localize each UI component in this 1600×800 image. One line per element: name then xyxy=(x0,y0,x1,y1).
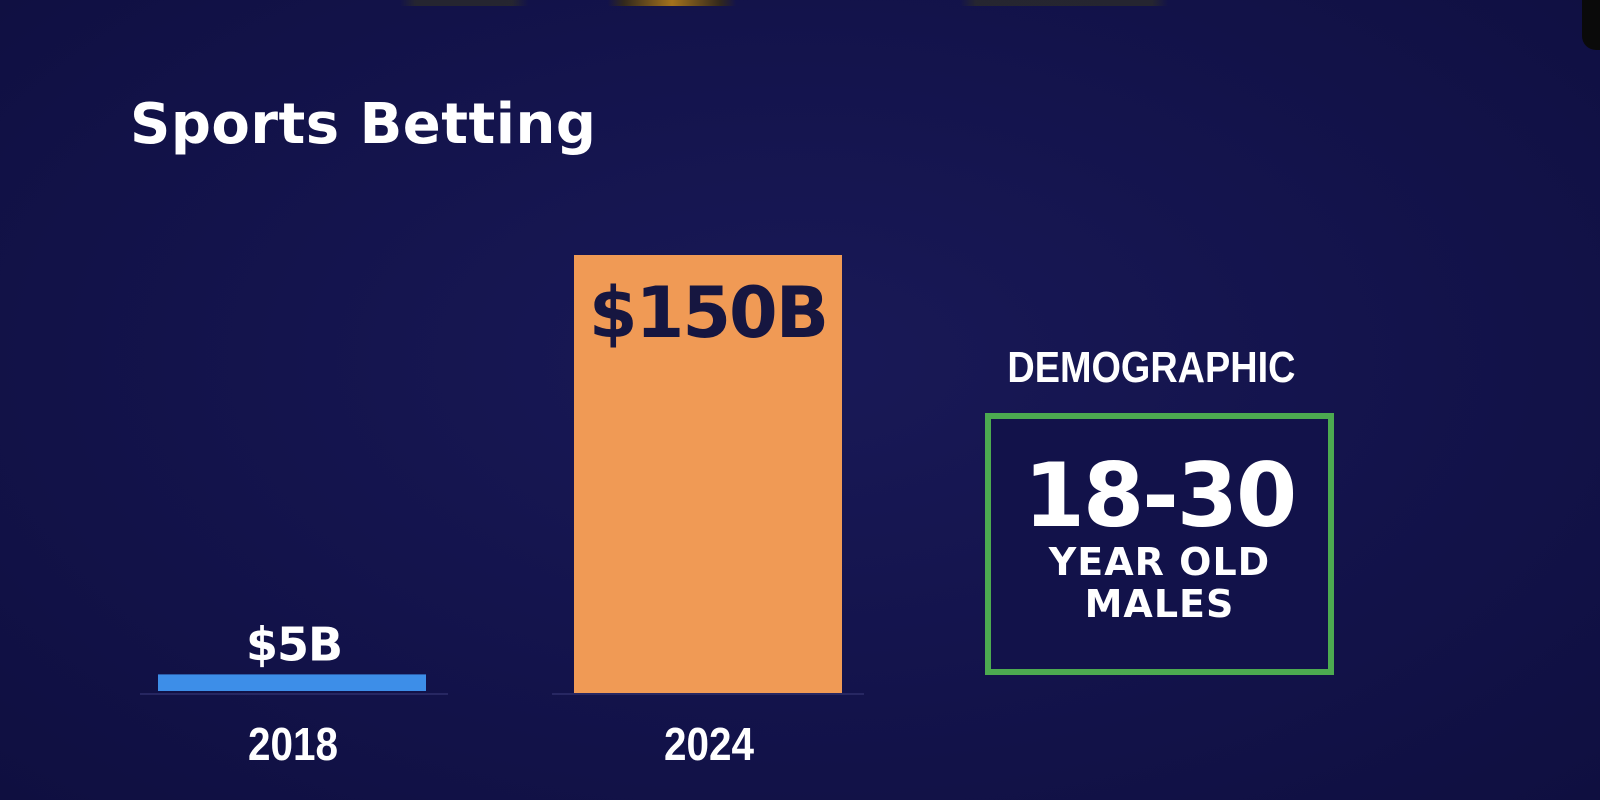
value-label-2024: $150B xyxy=(589,272,827,354)
top-edge-strip xyxy=(0,0,1600,6)
value-label-2018: $5B xyxy=(246,617,342,671)
demographic-heading: DEMOGRAPHIC xyxy=(1007,343,1296,392)
bar-2024 xyxy=(574,255,842,693)
category-label-2018: 2018 xyxy=(248,720,338,771)
chart-title: Sports Betting xyxy=(130,92,597,157)
bar-2018 xyxy=(158,674,426,691)
chart-layer: $5B 2018 $150B 2024 xyxy=(140,255,864,771)
demographic-box: 18-30 YEAR OLD MALES xyxy=(985,413,1334,675)
demographic-line-2: MALES xyxy=(1084,582,1235,626)
window-corner xyxy=(1582,0,1600,50)
demographic-line-1: YEAR OLD xyxy=(1048,540,1271,584)
demographic-age-range: 18-30 xyxy=(1023,444,1297,547)
category-label-2024: 2024 xyxy=(664,720,754,771)
